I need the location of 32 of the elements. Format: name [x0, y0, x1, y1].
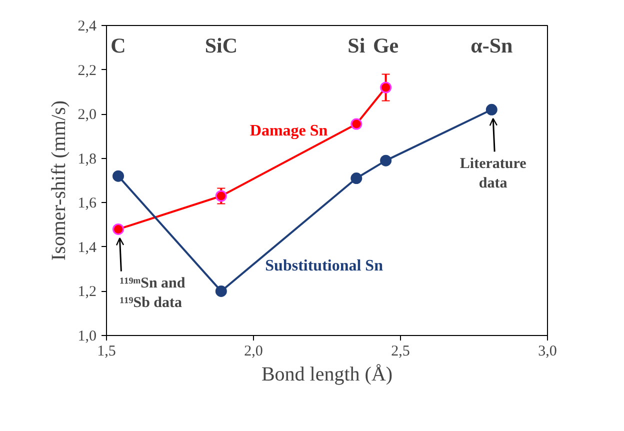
- point: [215, 285, 227, 297]
- y-tick-label: 2,4: [78, 18, 97, 34]
- point: [350, 118, 362, 130]
- x-tick-label: 2,5: [391, 344, 410, 360]
- annotation: α-Sn: [470, 34, 513, 58]
- x-tick-label: 3,0: [538, 344, 557, 360]
- point: [112, 223, 124, 235]
- point: [380, 82, 392, 94]
- y-tick-label: 1,6: [78, 196, 97, 212]
- x-tick-label: 1,5: [97, 344, 116, 360]
- point: [380, 154, 392, 166]
- annotation: Literature data: [460, 156, 527, 192]
- y-tick-label: 1,8: [78, 151, 96, 168]
- annotation: SiC: [204, 34, 238, 58]
- point: [350, 172, 362, 184]
- y-tick-label: 1,0: [78, 328, 96, 344]
- x-tick-label: 2,0: [244, 344, 263, 360]
- point: [112, 170, 124, 182]
- annotation: C: [110, 34, 126, 58]
- point: [486, 104, 498, 116]
- point: [215, 190, 227, 202]
- series-label: Substitutional Sn: [265, 257, 384, 274]
- y-axis-title: Isomer-shift (mm/s): [48, 100, 70, 261]
- annotation: Si: [348, 34, 366, 58]
- y-tick-label: 1,4: [78, 240, 97, 256]
- y-tick-label: 2,0: [78, 107, 96, 124]
- series-label: Damage Sn: [250, 122, 328, 140]
- x-axis-title: Bond length (Å): [261, 364, 393, 386]
- annotation: ¹¹⁹ᵐSn and ¹¹⁹Sb data: [120, 276, 186, 311]
- annotation: Ge: [372, 34, 399, 58]
- y-tick-label: 1,2: [78, 284, 96, 300]
- y-tick-label: 2,2: [78, 62, 96, 79]
